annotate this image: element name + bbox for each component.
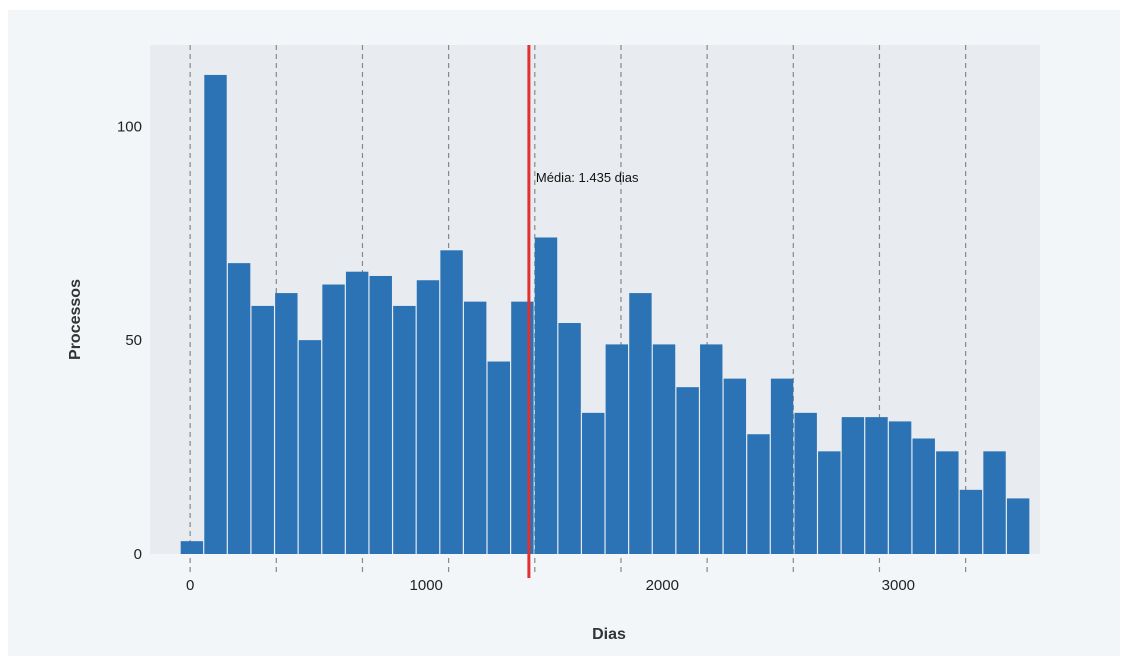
histogram-bar (393, 305, 416, 554)
histogram-bar (322, 284, 345, 554)
histogram-bar (841, 417, 865, 554)
histogram-bar (1006, 498, 1030, 554)
histogram-bar (912, 438, 935, 554)
histogram-bar (723, 378, 747, 554)
mean-annotation: Média: 1.435 dias (536, 170, 639, 185)
histogram-bar (582, 412, 605, 554)
x-axis-ticks: 0 1000 2000 3000 (186, 577, 915, 594)
x-tick-label: 0 (186, 577, 194, 594)
histogram-bar (676, 387, 699, 554)
bars (180, 74, 1030, 555)
histogram-bar (983, 451, 1006, 554)
histogram-bar (652, 344, 676, 554)
x-axis-title: Dias (592, 626, 626, 643)
histogram-bar (345, 271, 369, 554)
histogram-bar (275, 293, 298, 554)
histogram-bar (227, 263, 251, 554)
histogram-bar (416, 280, 440, 554)
y-tick-label: 100 (117, 118, 142, 135)
histogram-bar (629, 293, 652, 554)
histogram-bar (936, 451, 959, 554)
histogram-bar (865, 417, 888, 554)
histogram-bar (700, 344, 723, 554)
x-tick-label: 2000 (646, 577, 679, 594)
histogram-bar (605, 344, 629, 554)
histogram-bar (487, 361, 510, 554)
histogram-bar (818, 451, 841, 554)
histogram-bar (463, 301, 487, 554)
histogram-bar (959, 489, 983, 554)
histogram-bar (204, 74, 227, 555)
histogram-bar (794, 412, 817, 554)
histogram-bar (440, 250, 463, 555)
histogram-bar (251, 305, 274, 554)
histogram-bar (888, 421, 912, 554)
chart-frame: Média: 1.435 dias 0 1000 2000 3000 0 50 100 D… (8, 10, 1120, 656)
histogram-bar (558, 323, 581, 554)
histogram-bar (180, 541, 204, 554)
x-tick-label: 3000 (882, 577, 915, 594)
histogram-bar (369, 275, 392, 554)
x-tick-label: 1000 (410, 577, 443, 594)
y-tick-label: 0 (134, 546, 142, 563)
histogram-chart: Média: 1.435 dias 0 1000 2000 3000 0 50 100 D… (67, 45, 1040, 643)
histogram-bar (747, 434, 770, 554)
y-axis-ticks: 0 50 100 (117, 118, 142, 563)
y-axis-title: Processos (67, 279, 84, 360)
y-tick-label: 50 (125, 332, 142, 349)
histogram-bar (770, 378, 794, 554)
histogram-bar (298, 340, 322, 554)
histogram-bar (534, 237, 558, 554)
